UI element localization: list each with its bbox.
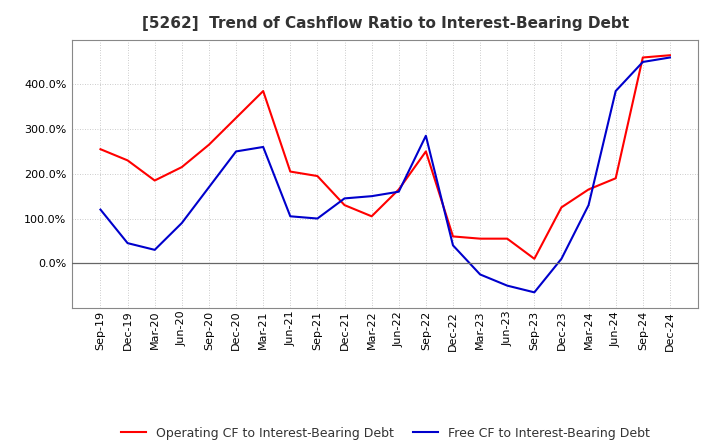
Free CF to Interest-Bearing Debt	[123, 241, 132, 246]
Free CF to Interest-Bearing Debt	[611, 88, 620, 94]
Free CF to Interest-Bearing Debt	[204, 185, 213, 190]
Operating CF to Interest-Bearing Debt	[421, 149, 430, 154]
Operating CF to Interest-Bearing Debt	[341, 202, 349, 208]
Operating CF to Interest-Bearing Debt	[123, 158, 132, 163]
Legend: Operating CF to Interest-Bearing Debt, Free CF to Interest-Bearing Debt: Operating CF to Interest-Bearing Debt, F…	[121, 427, 649, 440]
Free CF to Interest-Bearing Debt	[367, 194, 376, 199]
Line: Free CF to Interest-Bearing Debt: Free CF to Interest-Bearing Debt	[101, 58, 670, 292]
Operating CF to Interest-Bearing Debt	[367, 214, 376, 219]
Free CF to Interest-Bearing Debt	[395, 189, 403, 194]
Free CF to Interest-Bearing Debt	[232, 149, 240, 154]
Free CF to Interest-Bearing Debt	[178, 220, 186, 226]
Free CF to Interest-Bearing Debt	[449, 243, 457, 248]
Free CF to Interest-Bearing Debt	[259, 144, 268, 150]
Operating CF to Interest-Bearing Debt	[150, 178, 159, 183]
Free CF to Interest-Bearing Debt	[96, 207, 105, 212]
Free CF to Interest-Bearing Debt	[313, 216, 322, 221]
Operating CF to Interest-Bearing Debt	[530, 256, 539, 261]
Operating CF to Interest-Bearing Debt	[476, 236, 485, 241]
Free CF to Interest-Bearing Debt	[557, 256, 566, 261]
Free CF to Interest-Bearing Debt	[503, 283, 511, 288]
Operating CF to Interest-Bearing Debt	[449, 234, 457, 239]
Operating CF to Interest-Bearing Debt	[584, 187, 593, 192]
Operating CF to Interest-Bearing Debt	[639, 55, 647, 60]
Operating CF to Interest-Bearing Debt	[232, 115, 240, 121]
Operating CF to Interest-Bearing Debt	[611, 176, 620, 181]
Free CF to Interest-Bearing Debt	[286, 214, 294, 219]
Operating CF to Interest-Bearing Debt	[665, 53, 674, 58]
Free CF to Interest-Bearing Debt	[530, 290, 539, 295]
Operating CF to Interest-Bearing Debt	[557, 205, 566, 210]
Free CF to Interest-Bearing Debt	[421, 133, 430, 139]
Operating CF to Interest-Bearing Debt	[204, 142, 213, 147]
Free CF to Interest-Bearing Debt	[665, 55, 674, 60]
Operating CF to Interest-Bearing Debt	[286, 169, 294, 174]
Title: [5262]  Trend of Cashflow Ratio to Interest-Bearing Debt: [5262] Trend of Cashflow Ratio to Intere…	[142, 16, 629, 32]
Operating CF to Interest-Bearing Debt	[96, 147, 105, 152]
Free CF to Interest-Bearing Debt	[476, 272, 485, 277]
Free CF to Interest-Bearing Debt	[639, 59, 647, 65]
Free CF to Interest-Bearing Debt	[341, 196, 349, 201]
Line: Operating CF to Interest-Bearing Debt: Operating CF to Interest-Bearing Debt	[101, 55, 670, 259]
Operating CF to Interest-Bearing Debt	[313, 173, 322, 179]
Free CF to Interest-Bearing Debt	[150, 247, 159, 253]
Operating CF to Interest-Bearing Debt	[395, 187, 403, 192]
Operating CF to Interest-Bearing Debt	[503, 236, 511, 241]
Operating CF to Interest-Bearing Debt	[259, 88, 268, 94]
Free CF to Interest-Bearing Debt	[584, 202, 593, 208]
Operating CF to Interest-Bearing Debt	[178, 165, 186, 170]
